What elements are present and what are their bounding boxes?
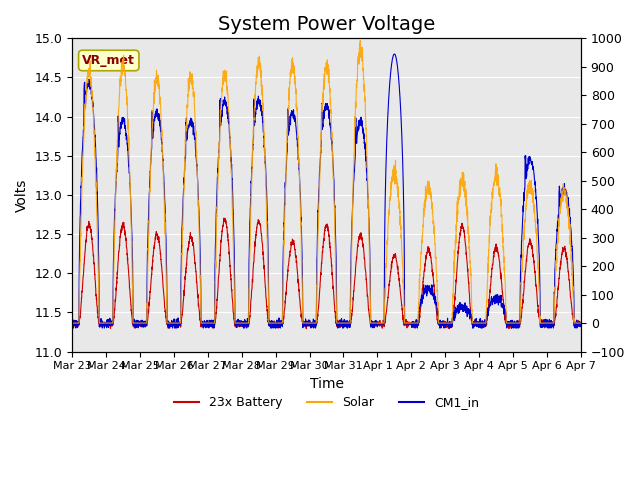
Text: VR_met: VR_met [83, 54, 135, 67]
Legend: 23x Battery, Solar, CM1_in: 23x Battery, Solar, CM1_in [169, 391, 484, 414]
X-axis label: Time: Time [310, 377, 344, 391]
Y-axis label: Volts: Volts [15, 178, 29, 212]
Title: System Power Voltage: System Power Voltage [218, 15, 435, 34]
